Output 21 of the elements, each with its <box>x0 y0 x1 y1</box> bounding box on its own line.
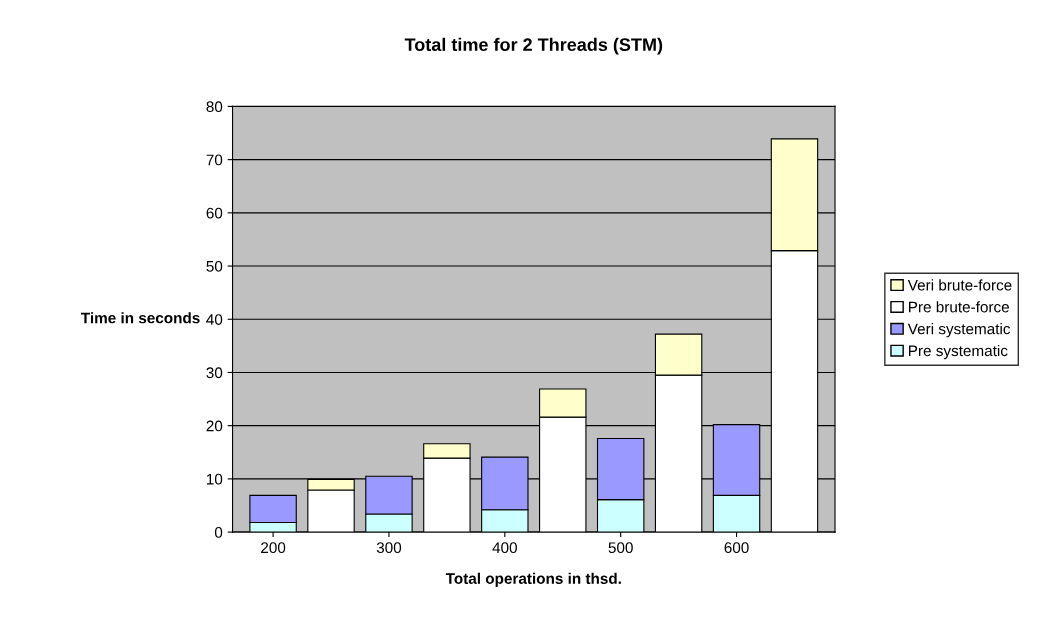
x-tick-label: 600 <box>724 542 749 554</box>
x-tick-label: 500 <box>608 542 633 554</box>
y-tick-label: 40 <box>206 314 223 325</box>
legend-label: Veri brute-force <box>907 279 1012 291</box>
x-tick-label: 300 <box>376 542 402 554</box>
y-tick-label: 0 <box>214 526 223 538</box>
x-tick-label: 400 <box>492 542 517 554</box>
y-tick-label: 10 <box>206 473 223 485</box>
legend-label: Pre systematic <box>909 344 1008 360</box>
y-tick-label: 20 <box>206 420 223 432</box>
chart-title: Total time for 2 Threads (STM) <box>404 37 663 55</box>
y-tick-label: 70 <box>206 154 223 166</box>
x-tick-label: 200 <box>261 542 286 554</box>
y-axis-title: Time in seconds <box>81 312 200 324</box>
legend-label: Pre brute-force <box>909 301 1009 313</box>
x-axis-title: Total operations in thsd. <box>445 572 621 587</box>
y-tick-label: 50 <box>206 260 223 272</box>
legend-label: Veri systematic <box>907 323 1011 338</box>
y-tick-label: 30 <box>206 367 223 379</box>
y-tick-label: 80 <box>206 101 223 113</box>
y-tick-label: 60 <box>206 207 223 219</box>
